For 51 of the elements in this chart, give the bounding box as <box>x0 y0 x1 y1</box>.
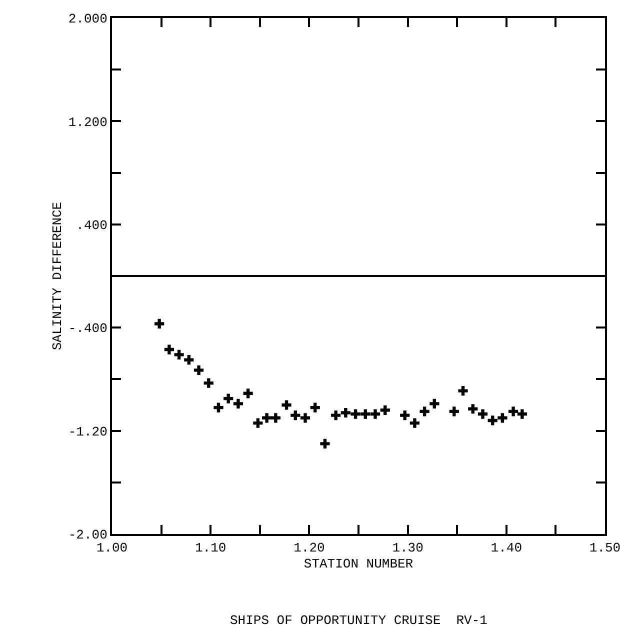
x-tick-label: 1.10 <box>194 540 226 556</box>
point <box>340 408 350 418</box>
point <box>468 404 478 414</box>
point <box>350 409 360 419</box>
point <box>430 398 440 409</box>
x-tick-label: 1.50 <box>589 540 621 556</box>
point <box>331 410 341 420</box>
point <box>253 418 263 428</box>
y-tick-label: -.400 <box>68 321 108 336</box>
point <box>290 410 300 420</box>
point <box>224 394 234 404</box>
x-tick-label: 1.20 <box>294 540 325 556</box>
point <box>184 355 194 365</box>
point <box>410 418 420 428</box>
point <box>262 413 272 423</box>
point <box>517 409 527 419</box>
point <box>310 402 320 412</box>
x-tick-label: 1.30 <box>392 540 424 556</box>
point <box>360 409 370 419</box>
point <box>370 409 380 419</box>
x-axis-title: STATION NUMBER <box>304 556 414 572</box>
point <box>154 318 164 329</box>
y-tick-label: -1.20 <box>68 424 108 440</box>
point <box>449 406 459 416</box>
point <box>380 405 390 415</box>
y-tick-label: -2.00 <box>68 528 108 543</box>
text: SHIPS OF OPPORTUNITY CRUISE RV-1 <box>230 613 488 628</box>
y-tick-label: 2.000 <box>68 12 108 27</box>
point <box>282 400 292 410</box>
point <box>300 413 310 423</box>
point <box>204 378 214 388</box>
point <box>488 416 498 426</box>
x-tick-label: 1.00 <box>96 540 128 556</box>
point <box>458 386 468 396</box>
point <box>243 388 253 398</box>
point <box>320 438 330 448</box>
point <box>194 365 204 375</box>
x-tick-label: 1.40 <box>490 540 522 556</box>
point <box>498 413 508 423</box>
y-tick-label: 1.200 <box>68 114 108 130</box>
point <box>420 406 430 416</box>
point <box>400 410 410 420</box>
point <box>214 402 224 412</box>
point <box>270 413 280 423</box>
point <box>164 344 174 354</box>
point <box>478 409 488 419</box>
point <box>233 398 244 409</box>
y-tick-label: .400 <box>76 218 108 233</box>
point <box>508 406 518 416</box>
point <box>174 350 184 360</box>
y-axis-title: SALINITY DIFFERENCE <box>50 202 65 350</box>
